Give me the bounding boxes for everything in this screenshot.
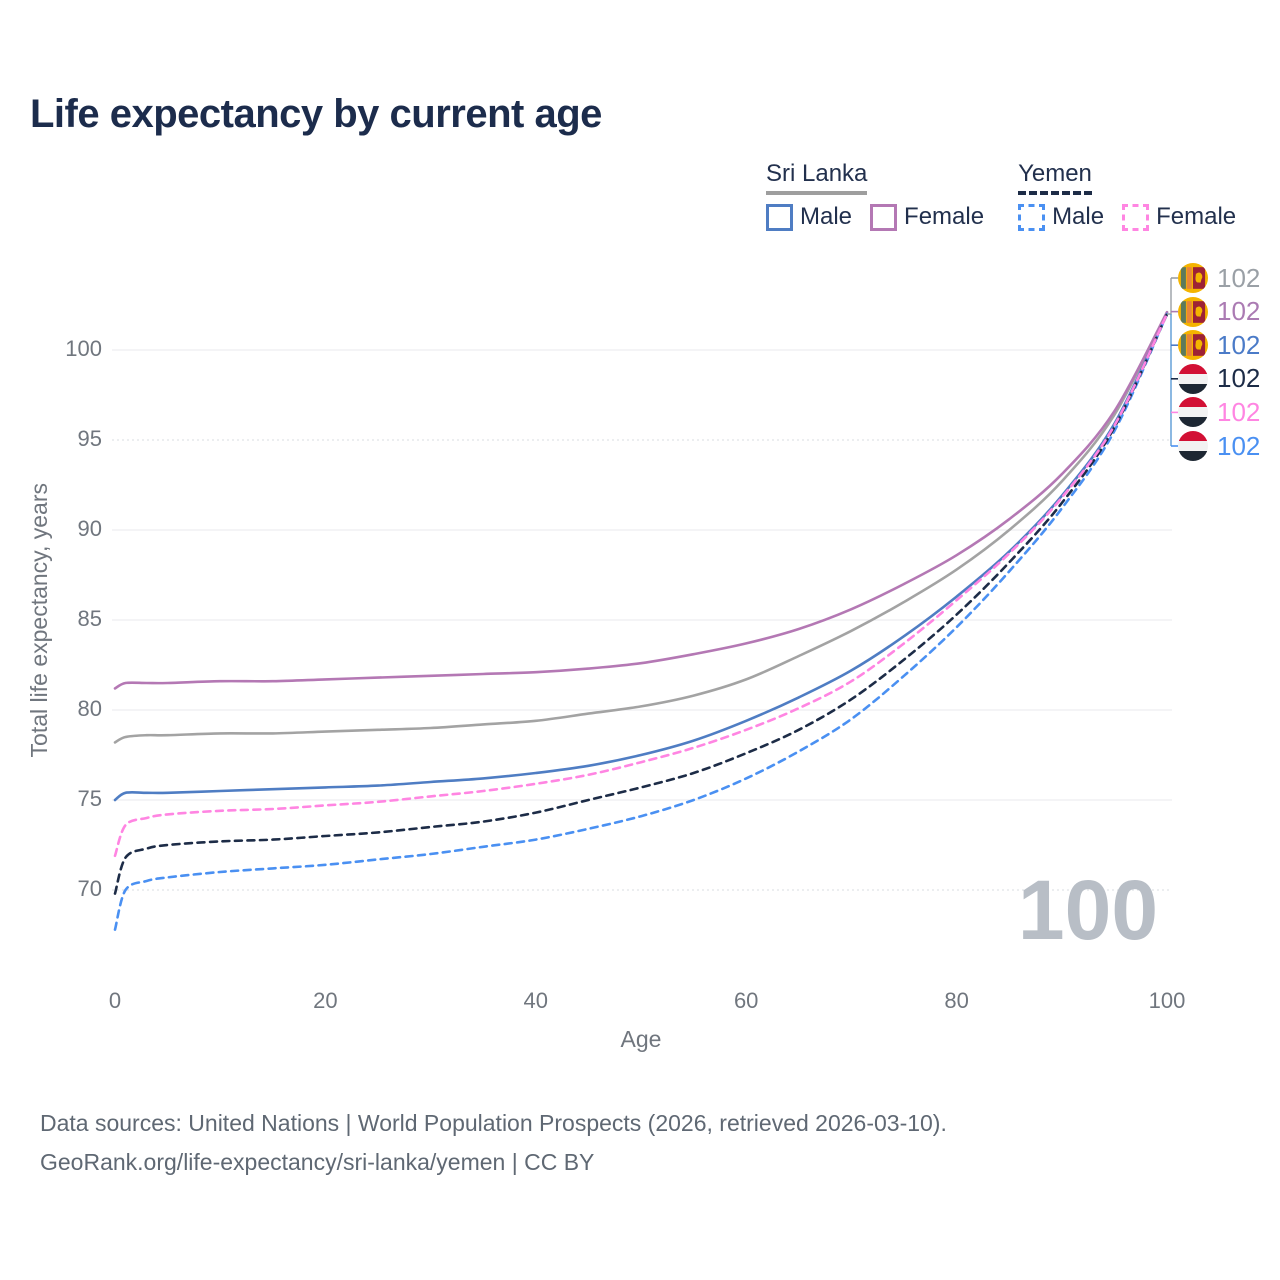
- legend-item-label: Female: [904, 203, 985, 230]
- endpoint-row-sri-lanka-0: 102: [1178, 263, 1260, 293]
- sri-lanka-flag-icon: [1178, 296, 1208, 327]
- y-tick-label-95: 95: [77, 426, 102, 451]
- endpoint-row-yemen-4: 102: [1178, 396, 1261, 428]
- endpoint-row-sri-lanka-2: 102: [1178, 329, 1261, 361]
- series-line-yemen-female: [113, 312, 1169, 858]
- y-tick-label-90: 90: [77, 516, 102, 541]
- yemen-flag-icon: [1178, 363, 1208, 394]
- yemen-flag: [1178, 363, 1208, 394]
- sri-lanka-flag: [1178, 263, 1208, 293]
- legend-group-sri-lanka: Sri Lanka Male Female: [766, 160, 984, 231]
- y-tick-label-85: 85: [77, 606, 102, 631]
- legend-group-yemen: Yemen Male Female: [1018, 160, 1236, 231]
- endpoint-value-label: 102: [1217, 363, 1261, 394]
- yemen-flag: [1178, 431, 1208, 461]
- chart-legend: Sri Lanka Male Female Yemen Male Female: [766, 160, 1236, 231]
- hover-age-watermark: 100: [1017, 863, 1159, 957]
- endpoint-value-label: 102: [1217, 329, 1261, 360]
- legend-item-label: Male: [1052, 203, 1105, 230]
- y-axis-title: Total life expectancy, years: [26, 482, 52, 758]
- legend-item-sri-lanka-female[interactable]: Female: [870, 203, 984, 231]
- legend-swatch-icon: [870, 203, 898, 231]
- legend-item-yemen-male[interactable]: Male: [1018, 203, 1104, 231]
- x-tick-label-60: 60: [733, 988, 759, 1013]
- legend-items: Male Female: [1018, 203, 1236, 231]
- legend-item-label: Male: [800, 203, 853, 230]
- yemen-flag-icon: [1178, 397, 1208, 428]
- legend-item-yemen-female[interactable]: Female: [1122, 203, 1236, 231]
- sri-lanka-flag: [1178, 296, 1208, 327]
- page-title: Life expectancy by current age: [30, 92, 602, 136]
- series-line-sri-lanka-female: [113, 310, 1169, 690]
- x-axis-title: Age: [620, 1026, 662, 1052]
- series-line-sri-lanka-male: [113, 312, 1169, 802]
- y-tick-label-80: 80: [77, 696, 102, 721]
- sri-lanka-flag: [1178, 330, 1208, 361]
- x-tick-label-100: 100: [1148, 988, 1186, 1013]
- endpoint-value-label: 102: [1217, 296, 1261, 327]
- legend-swatch-icon: [1122, 203, 1150, 231]
- series-line-yemen-all: [113, 312, 1169, 895]
- y-tick-label-75: 75: [77, 786, 102, 811]
- x-tick-label-20: 20: [313, 988, 338, 1013]
- yemen-flag: [1178, 397, 1208, 428]
- legend-country-label: Yemen: [1018, 160, 1092, 195]
- footer-georank-url: GeoRank.org/life-expectancy/sri-lanka/ye…: [40, 1149, 595, 1175]
- endpoint-row-yemen-3: 102: [1178, 363, 1261, 394]
- endpoint-value-label: 102: [1217, 396, 1261, 427]
- endpoint-value-label: 102: [1217, 430, 1261, 461]
- endpoint-row-yemen-5: 102: [1178, 431, 1260, 461]
- series-line-yemen-male: [113, 312, 1169, 931]
- leader-line-upper: [1167, 278, 1172, 315]
- legend-item-sri-lanka-male[interactable]: Male: [766, 203, 852, 231]
- legend-country-label: Sri Lanka: [766, 160, 868, 195]
- legend-swatch-icon: [1018, 203, 1046, 231]
- footer-data-sources: Data sources: United Nations | World Pop…: [40, 1110, 947, 1136]
- yemen-flag-icon: [1178, 431, 1208, 461]
- y-tick-label-70: 70: [77, 876, 102, 901]
- series-line-sri-lanka-all: [113, 310, 1169, 744]
- legend-items: Male Female: [766, 203, 984, 231]
- legend-item-label: Female: [1156, 203, 1237, 230]
- endpoint-value-label: 102: [1217, 262, 1261, 293]
- legend-swatch-icon: [766, 203, 793, 231]
- x-tick-label-80: 80: [944, 988, 969, 1013]
- x-tick-label-40: 40: [523, 988, 549, 1013]
- y-tick-label-100: 100: [65, 336, 102, 361]
- footer-attribution: Data sources: United Nations | World Pop…: [40, 1104, 947, 1182]
- x-tick-label-0: 0: [108, 988, 122, 1013]
- sri-lanka-flag-icon: [1178, 330, 1208, 361]
- endpoint-row-sri-lanka-1: 102: [1178, 296, 1261, 327]
- sri-lanka-flag-icon: [1178, 263, 1208, 293]
